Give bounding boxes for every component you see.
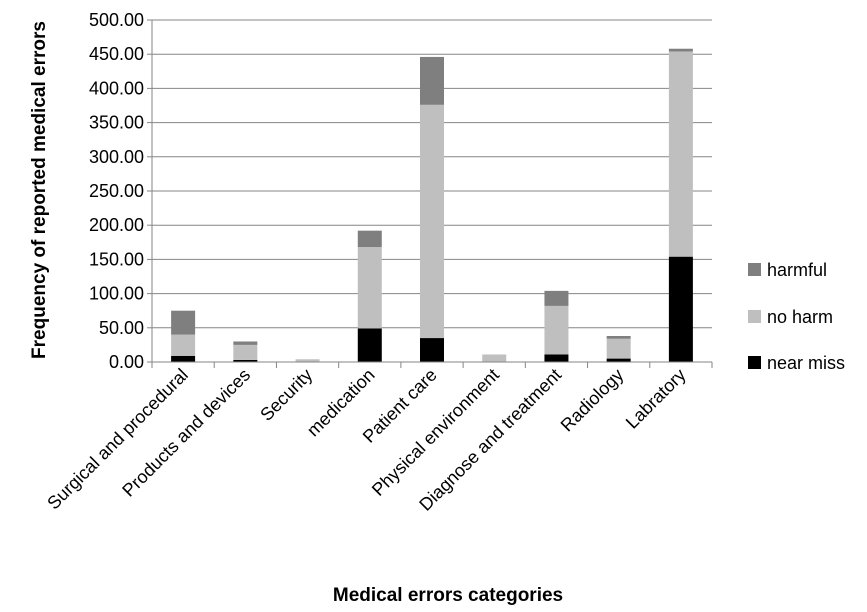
bars	[171, 48, 693, 362]
legend-swatch-near-miss	[748, 356, 761, 369]
bar-harmful-3	[357, 230, 382, 248]
bar-harmful-6	[544, 290, 569, 306]
y-tick-label: 250.00	[89, 181, 144, 201]
bar-near-miss-4	[420, 338, 444, 362]
y-tick-labels: 0.00 50.00 100.00 150.00 200.00 250.00 300.00 3…	[89, 10, 144, 372]
legend-label-harmful: harmful	[767, 260, 827, 280]
bar-harmful-0	[171, 310, 196, 335]
y-tick-label: 350.00	[89, 113, 144, 133]
bar-harmful-4	[420, 56, 444, 105]
bar-no-harm-5	[482, 354, 507, 362]
y-tick-label: 400.00	[89, 78, 144, 98]
y-tick-label: 100.00	[89, 284, 144, 304]
y-tick-label: 450.00	[89, 44, 144, 64]
legend-swatch-no-harm	[748, 310, 761, 323]
y-tick-label: 150.00	[89, 249, 144, 269]
legend-label-no-harm: no harm	[767, 307, 833, 327]
bar-no-harm-1	[233, 344, 258, 360]
x-category-label: Security	[256, 365, 316, 425]
bar-near-miss-3	[357, 328, 382, 362]
x-category-label: Products and devices	[118, 365, 254, 501]
y-tick-label: 50.00	[99, 318, 144, 338]
bar-harmful-7	[606, 336, 631, 339]
legend-swatch-harmful	[748, 263, 761, 276]
x-category-label: Radiology	[557, 365, 628, 436]
y-tick-label: 200.00	[89, 215, 144, 235]
bar-harmful-8	[668, 48, 693, 52]
bar-near-miss-8	[668, 256, 693, 362]
bar-no-harm-2	[295, 359, 320, 362]
bar-near-miss-6	[544, 354, 569, 362]
x-axis-title: Medical errors categories	[333, 585, 563, 606]
bar-near-miss-1	[233, 359, 258, 362]
legend-label-near-miss: near miss	[767, 353, 845, 373]
y-axis-title: Frequency of reported medical errors	[29, 21, 50, 359]
bar-near-miss-7	[606, 358, 631, 362]
y-tick-label: 500.00	[89, 10, 144, 30]
legend: harmful no harm near miss	[748, 260, 845, 373]
bar-no-harm-7	[606, 338, 631, 359]
bar-near-miss-0	[171, 355, 196, 362]
y-tick-label: 0.00	[109, 352, 144, 372]
bar-no-harm-6	[544, 305, 569, 355]
bar-no-harm-8	[668, 51, 693, 257]
bar-no-harm-3	[357, 247, 382, 329]
x-category-label: Labratory	[622, 365, 690, 433]
axes	[151, 20, 713, 368]
bar-no-harm-0	[171, 334, 196, 356]
bar-harmful-1	[233, 341, 258, 345]
y-tick-label: 300.00	[89, 147, 144, 167]
bar-no-harm-4	[420, 104, 444, 339]
